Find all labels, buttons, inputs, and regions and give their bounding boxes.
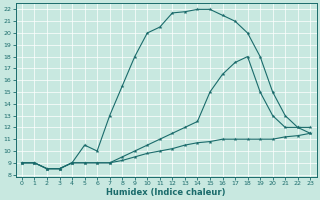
X-axis label: Humidex (Indice chaleur): Humidex (Indice chaleur) bbox=[106, 188, 226, 197]
